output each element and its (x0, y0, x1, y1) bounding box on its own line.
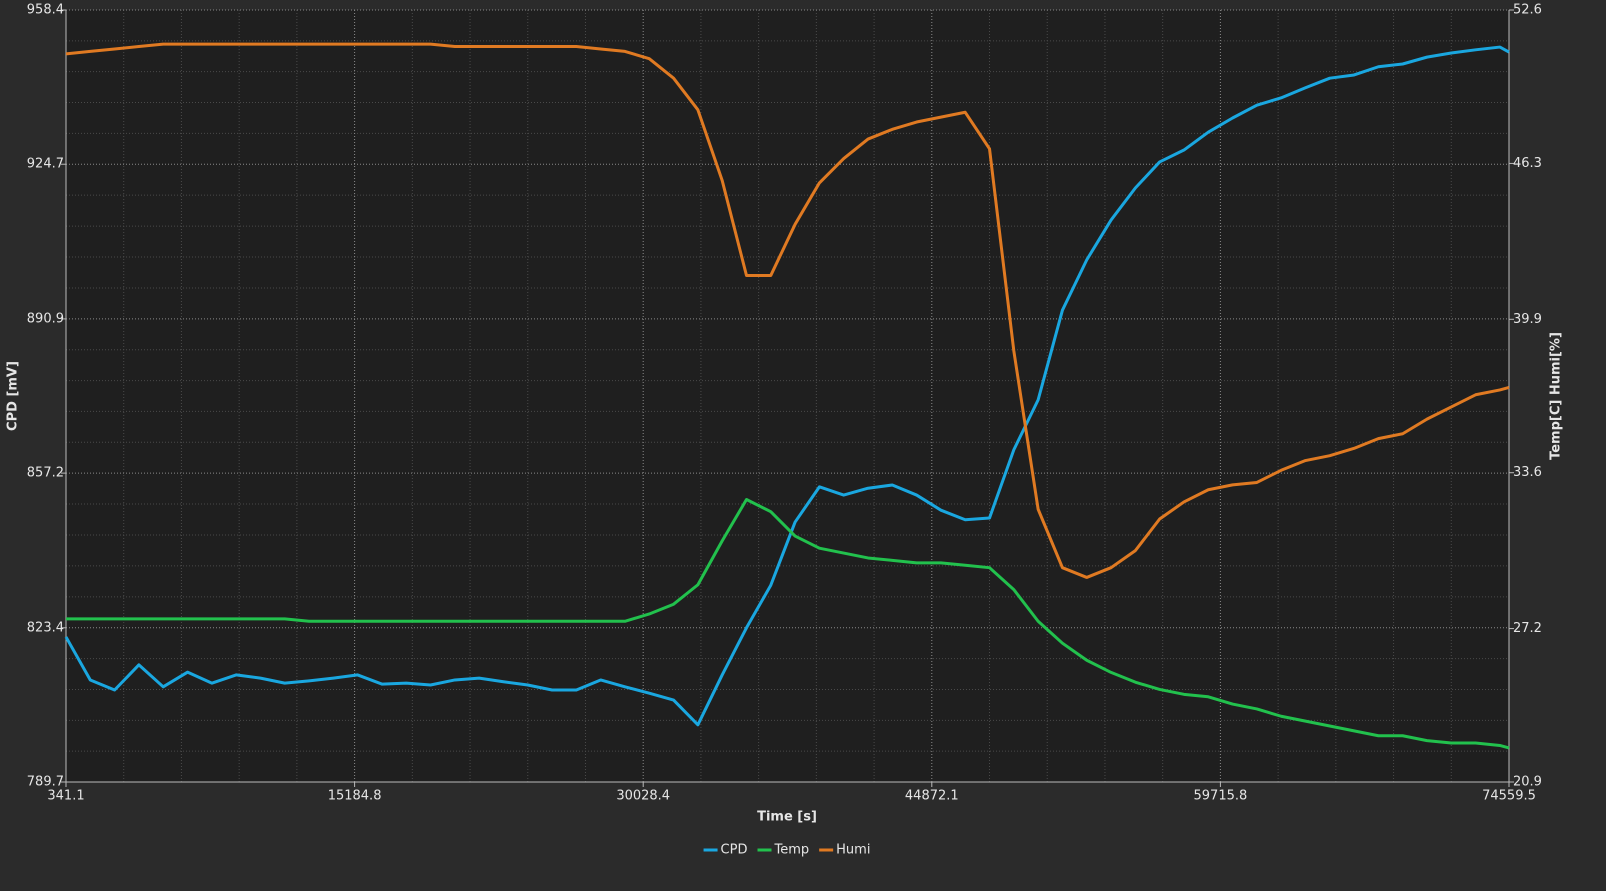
y-tick-label: 924.7 (27, 157, 64, 172)
x-tick-label: 15184.8 (328, 789, 382, 804)
x-tick-label: 44872.1 (905, 789, 959, 804)
legend-label: Humi (836, 843, 870, 858)
x-tick-label: 341.1 (47, 789, 84, 804)
y2-tick-label: 33.6 (1513, 465, 1542, 480)
x-tick-label: 30028.4 (616, 789, 670, 804)
y2-axis-title: Temp[C] Humi[%] (1549, 332, 1564, 460)
y2-tick-label: 27.2 (1513, 621, 1542, 636)
series-line (64, 45, 1510, 727)
y-tick-label: 958.4 (27, 3, 64, 18)
y2-tick-label: 39.9 (1513, 312, 1542, 327)
x-axis-title: Time [s] (757, 810, 817, 825)
legend-label: Temp (773, 843, 809, 858)
plot-area (66, 10, 1509, 782)
y2-tick-label: 52.6 (1513, 3, 1542, 18)
legend: CPD Temp Humi (703, 843, 870, 858)
y-tick-label: 857.2 (27, 466, 64, 481)
y2-tick-label: 46.3 (1513, 156, 1542, 171)
y-tick-label: 789.7 (27, 775, 64, 790)
x-tick-label: 59715.8 (1194, 789, 1248, 804)
y-tick-label: 890.9 (27, 311, 64, 326)
y-axis-title: CPD [mV] (6, 361, 21, 431)
y-tick-label: 823.4 (27, 620, 64, 635)
legend-label: CPD (721, 843, 748, 858)
y2-tick-label: 20.9 (1513, 775, 1542, 790)
x-tick-label: 74559.5 (1482, 789, 1536, 804)
series-line (66, 498, 1510, 750)
series-line (65, 42, 1510, 579)
